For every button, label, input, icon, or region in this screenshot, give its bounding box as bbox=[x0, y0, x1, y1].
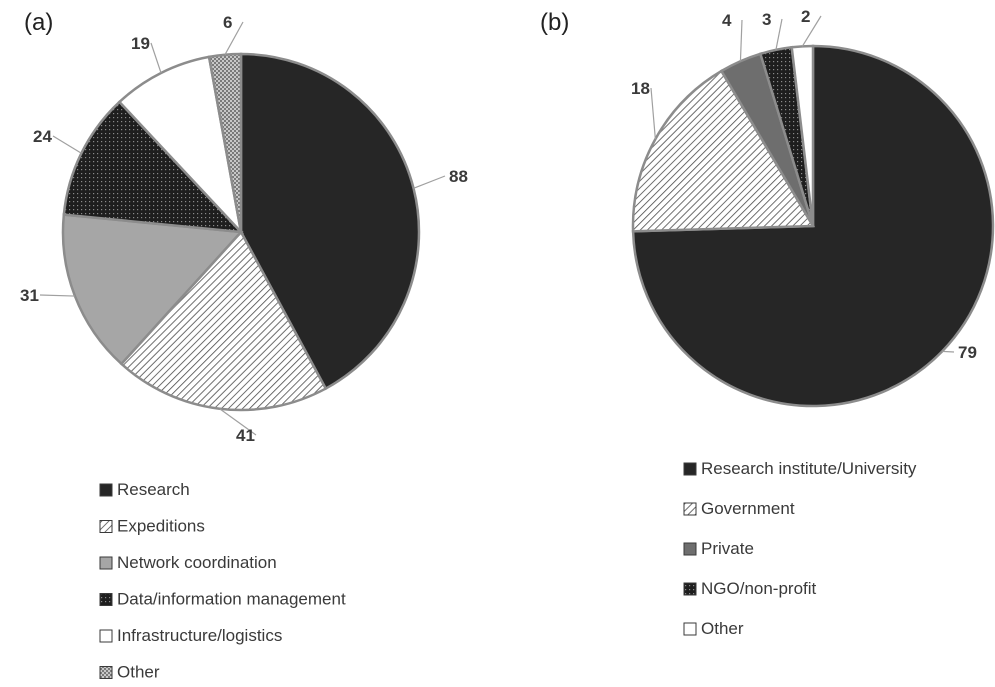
legend-label-private: Private bbox=[701, 539, 754, 558]
legend-swatch-expeditions bbox=[99, 520, 113, 533]
legend-a: Research Expeditions Network coordination D… bbox=[99, 480, 346, 682]
leader-line bbox=[413, 175, 446, 189]
panel-label-a: (a) bbox=[24, 9, 53, 36]
leader-line bbox=[775, 18, 783, 50]
chart-a: (a) 88 41 31 24 19 6 Research Expeditions Netwo… bbox=[20, 9, 468, 682]
pie-slice-infrastructure-logistics bbox=[117, 55, 243, 236]
leader-line bbox=[801, 15, 822, 47]
pie-b bbox=[631, 44, 995, 408]
legend-swatch-ngo-non-profit bbox=[683, 582, 697, 596]
data-label-research-institute-university: 79 bbox=[958, 343, 977, 362]
panel-label-b: (b) bbox=[540, 9, 569, 36]
pie-slice-network-coordination bbox=[61, 213, 244, 366]
legend-swatch-network-coordination bbox=[99, 556, 113, 570]
data-labels-a: 88 41 31 24 19 6 bbox=[20, 13, 468, 445]
leader-line bbox=[739, 19, 743, 62]
legend-swatch-private bbox=[683, 542, 697, 556]
legend-label-network-coordination: Network coordination bbox=[117, 553, 277, 572]
leader-line bbox=[224, 21, 244, 56]
data-label-private: 4 bbox=[722, 11, 732, 30]
legend-label-research: Research bbox=[117, 480, 190, 499]
legend-label-data-information-management: Data/information management bbox=[117, 590, 346, 609]
legend-swatch-data-information-management bbox=[99, 593, 113, 606]
data-label-expeditions: 41 bbox=[236, 426, 255, 445]
legend-label-infrastructure-logistics: Infrastructure/logistics bbox=[117, 626, 282, 645]
pie-slice-government bbox=[631, 69, 816, 233]
data-label-other: 2 bbox=[801, 7, 810, 26]
data-label-data-information-management: 24 bbox=[33, 127, 52, 146]
legend-swatch-government bbox=[683, 502, 697, 516]
pie-slice-other bbox=[207, 52, 243, 233]
legend-label-other: Other bbox=[701, 619, 744, 638]
data-label-ngo-non-profit: 3 bbox=[762, 10, 771, 29]
pie-slice-research-institute-university bbox=[631, 44, 995, 408]
legend-label-research-institute-university: Research institute/University bbox=[701, 459, 917, 478]
legend-label-expeditions: Expeditions bbox=[117, 517, 205, 536]
pie-a bbox=[61, 52, 421, 412]
leader-line bbox=[39, 294, 75, 297]
chart-b: (b) 79 18 4 3 2 Research institute/Universit… bbox=[540, 7, 995, 638]
legend-b: Research institute/University Government P… bbox=[683, 459, 917, 638]
legend-swatch-research-institute-university bbox=[683, 462, 697, 476]
leader-line bbox=[52, 135, 82, 154]
legend-swatch-infrastructure-logistics bbox=[99, 629, 113, 643]
data-label-research: 88 bbox=[449, 167, 468, 186]
data-label-network-coordination: 31 bbox=[20, 286, 39, 305]
legend-swatch-research bbox=[99, 483, 113, 497]
data-label-other: 6 bbox=[223, 13, 232, 32]
leader-line bbox=[942, 350, 955, 353]
legend-swatch-other bbox=[683, 622, 697, 636]
data-label-government: 18 bbox=[631, 79, 650, 98]
legend-swatch-other bbox=[99, 666, 113, 679]
legend-label-government: Government bbox=[701, 499, 795, 518]
leader-line bbox=[219, 408, 257, 436]
legend-label-ngo-non-profit: NGO/non-profit bbox=[701, 579, 817, 598]
leader-line bbox=[150, 42, 162, 74]
legend-label-other: Other bbox=[117, 663, 160, 682]
leader-line bbox=[650, 87, 656, 140]
data-labels-b: 79 18 4 3 2 bbox=[631, 7, 977, 362]
pie-slice-research bbox=[239, 52, 421, 391]
data-label-infrastructure-logistics: 19 bbox=[131, 34, 150, 53]
